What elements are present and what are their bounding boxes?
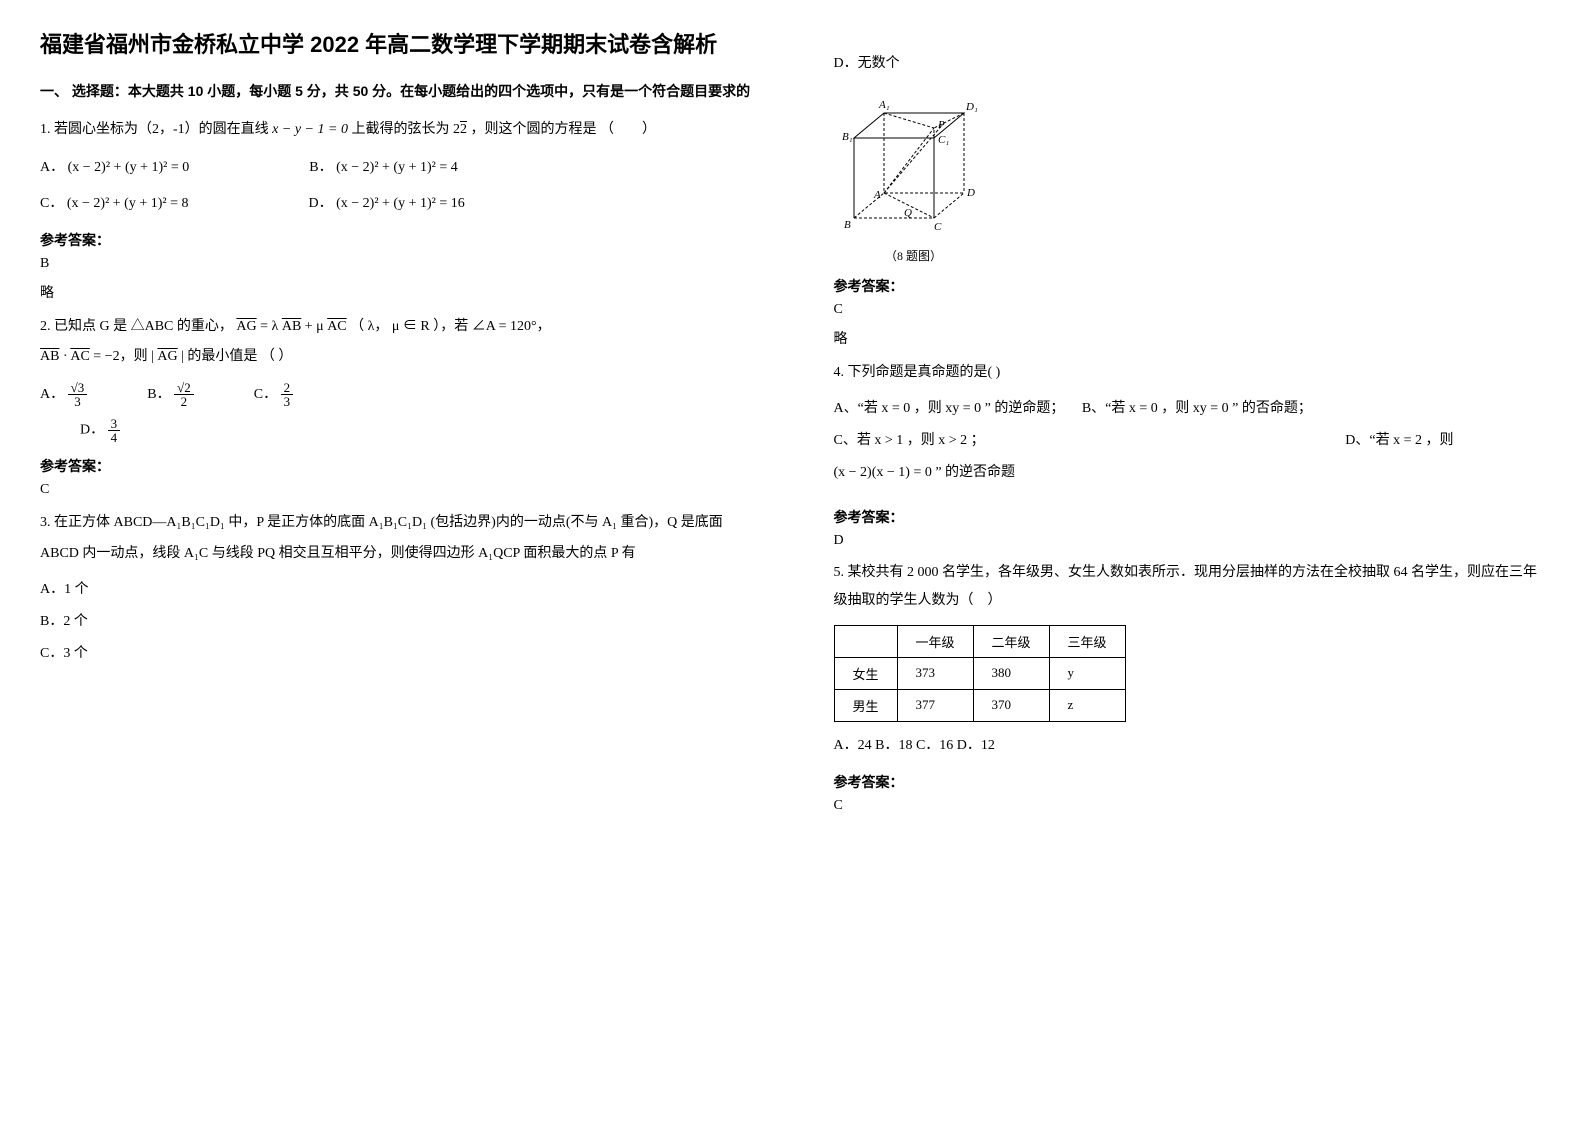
lbl-D1: D₁ <box>965 101 978 113</box>
q2-ans: C <box>40 482 754 498</box>
q2-ans-head: 参考答案： <box>40 456 754 476</box>
q2-ag: AG <box>236 319 256 334</box>
q2-ab: AB <box>282 319 301 334</box>
diagram-caption: （8 题图） <box>834 247 994 264</box>
q2-B-frac: √22 <box>174 381 194 408</box>
q3-opt-A: A．1 个 <box>40 576 754 604</box>
q4-A: A、“若 x = 0 ，则 xy = 0 ” 的逆命题； <box>834 401 1065 416</box>
q2-D-frac: 34 <box>108 417 121 444</box>
q3-ans: C <box>834 302 1548 318</box>
lbl-C: C <box>934 221 942 233</box>
q3-opt-B: B．2 个 <box>40 608 754 636</box>
q1-opts-row1: A． (x − 2)² + (y + 1)² = 0 B． (x − 2)² +… <box>40 154 754 182</box>
q2-opt-B: B． √22 <box>147 381 193 409</box>
q2-opts: A． √33 B． √22 C． 23 <box>40 381 754 409</box>
q5-r1c0: 男生 <box>834 689 897 721</box>
q1-opt-A: A． (x − 2)² + (y + 1)² = 0 <box>40 154 189 182</box>
q4-ans-head: 参考答案： <box>834 507 1548 527</box>
q5-r0c1: 373 <box>897 657 973 689</box>
q2-A-frac: √33 <box>68 381 88 408</box>
q2-ac: AC <box>327 319 346 334</box>
q1-ans: B <box>40 256 754 272</box>
q5-row-0: 女生 373 380 y <box>834 657 1125 689</box>
q3-ans-head: 参考答案： <box>834 276 1548 296</box>
q3-opt-C: C．3 个 <box>40 640 754 668</box>
q2-stem: 2. 已知点 G 是 △ABC 的重心， AG = λ AB + μ AC （ … <box>40 312 754 374</box>
q2-opt-D: D． 34 <box>80 417 754 444</box>
q5-h2: 二年级 <box>973 625 1049 657</box>
cube-svg: A₁ D₁ B₁ C₁ P A D B C Q <box>834 88 994 238</box>
q3-note: 略 <box>834 328 1548 348</box>
q1-opt-C: C． (x − 2)² + (y + 1)² = 8 <box>40 190 188 218</box>
q3-stem: 3. 在正方体 ABCD—A₁B₁C₁D₁ 中，P 是正方体的底面 A₁B₁C₁… <box>40 508 754 570</box>
exam-title: 福建省福州市金桥私立中学 2022 年高二数学理下学期期末试卷含解析 <box>40 30 754 61</box>
lbl-C1: C₁ <box>938 134 949 146</box>
q1-stem-c: ，则这个圆的方程是 （ ） <box>470 122 656 137</box>
q2-l2c: | 的最小值是 （ ） <box>181 349 292 364</box>
q5-table: 一年级 二年级 三年级 女生 373 380 y 男生 377 370 z <box>834 625 1126 722</box>
q5-h0 <box>834 625 897 657</box>
q2-opt-A: A． √33 <box>40 381 87 409</box>
lbl-A: A <box>873 189 881 201</box>
lbl-A1: A₁ <box>878 99 890 111</box>
q2-l2b: = −2，则 | <box>93 349 157 364</box>
q2-opt-C: C． 23 <box>254 381 293 409</box>
q1-stem: 1. 若圆心坐标为（2，-1）的圆在直线 x − y − 1 = 0 上截得的弦… <box>40 115 754 146</box>
q1-opt-B: B． (x − 2)² + (y + 1)² = 4 <box>309 154 457 182</box>
q2-paren: （ λ， μ ∈ R ），若 ∠A = 120°， <box>350 319 550 334</box>
q2-ab2: AB <box>40 349 59 364</box>
q4-C: C、若 x > 1 ，则 x > 2 ； <box>834 427 985 455</box>
q5-r0c2: 380 <box>973 657 1049 689</box>
section-heading: 一、 选择题：本大题共 10 小题，每小题 5 分，共 50 分。在每小题给出的… <box>40 81 754 101</box>
lbl-D: D <box>966 187 975 199</box>
q1-sqrt: 2 <box>460 122 467 137</box>
q2-a: 2. 已知点 G 是 △ABC 的重心， <box>40 319 236 334</box>
q2-C-frac: 23 <box>281 381 294 408</box>
q5-opts: A．24 B．18 C．16 D．12 <box>834 732 1548 760</box>
q5-h1: 一年级 <box>897 625 973 657</box>
q5-header-row: 一年级 二年级 三年级 <box>834 625 1125 657</box>
q5-h3: 三年级 <box>1049 625 1125 657</box>
q4-B: B、“若 x = 0 ，则 xy = 0 ” 的否命题； <box>1082 401 1312 416</box>
q4-D2: (x − 2)(x − 1) = 0 ” 的逆否命题 <box>834 459 1548 487</box>
q1-opt-D: D． (x − 2)² + (y + 1)² = 16 <box>308 190 464 218</box>
lbl-B: B <box>844 219 851 231</box>
left-column: 福建省福州市金桥私立中学 2022 年高二数学理下学期期末试卷含解析 一、 选择… <box>0 0 794 1122</box>
lbl-B1: B₁ <box>842 131 853 143</box>
q5-r0c3: y <box>1049 657 1125 689</box>
q5-r0c0: 女生 <box>834 657 897 689</box>
q4-stem: 4. 下列命题是真命题的是( ) <box>834 358 1548 389</box>
q2-ag2: AG <box>157 349 177 364</box>
q4-D1: D、“若 x = 2 ，则 <box>1345 427 1453 455</box>
q5-r1c3: z <box>1049 689 1125 721</box>
lbl-Q: Q <box>904 207 912 219</box>
right-column: D．无数个 A₁ <box>794 0 1587 1122</box>
q5-r1c1: 377 <box>897 689 973 721</box>
cube-diagram: A₁ D₁ B₁ C₁ P A D B C Q （8 题图） <box>834 88 1548 264</box>
q2-plus: + μ <box>305 319 324 334</box>
q5-ans: C <box>834 798 1548 814</box>
q1-stem-a: 1. 若圆心坐标为（2，-1）的圆在直线 <box>40 122 272 137</box>
lbl-P: P <box>937 119 945 131</box>
q1-note: 略 <box>40 282 754 302</box>
q5-r1c2: 370 <box>973 689 1049 721</box>
q3-opt-D: D．无数个 <box>834 50 1548 78</box>
q1-opts-row2: C． (x − 2)² + (y + 1)² = 8 D． (x − 2)² +… <box>40 190 754 218</box>
q4-ans: D <box>834 533 1548 549</box>
q5-ans-head: 参考答案： <box>834 772 1548 792</box>
q4-line2: C、若 x > 1 ，则 x > 2 ； D、“若 x = 2 ，则 <box>834 427 1454 455</box>
q1-ans-head: 参考答案： <box>40 230 754 250</box>
q2-eqmid: = λ <box>260 319 278 334</box>
q5-stem: 5. 某校共有 2 000 名学生，各年级男、女生人数如表所示．现用分层抽样的方… <box>834 559 1548 615</box>
q1-line-eq: x − y − 1 = 0 <box>272 122 348 137</box>
q1-stem-b: 上截得的弦长为 2 <box>351 122 460 137</box>
q4-line1: A、“若 x = 0 ，则 xy = 0 ” 的逆命题； B、“若 x = 0 … <box>834 395 1548 423</box>
q2-ac2: AC <box>70 349 89 364</box>
q5-row-1: 男生 377 370 z <box>834 689 1125 721</box>
